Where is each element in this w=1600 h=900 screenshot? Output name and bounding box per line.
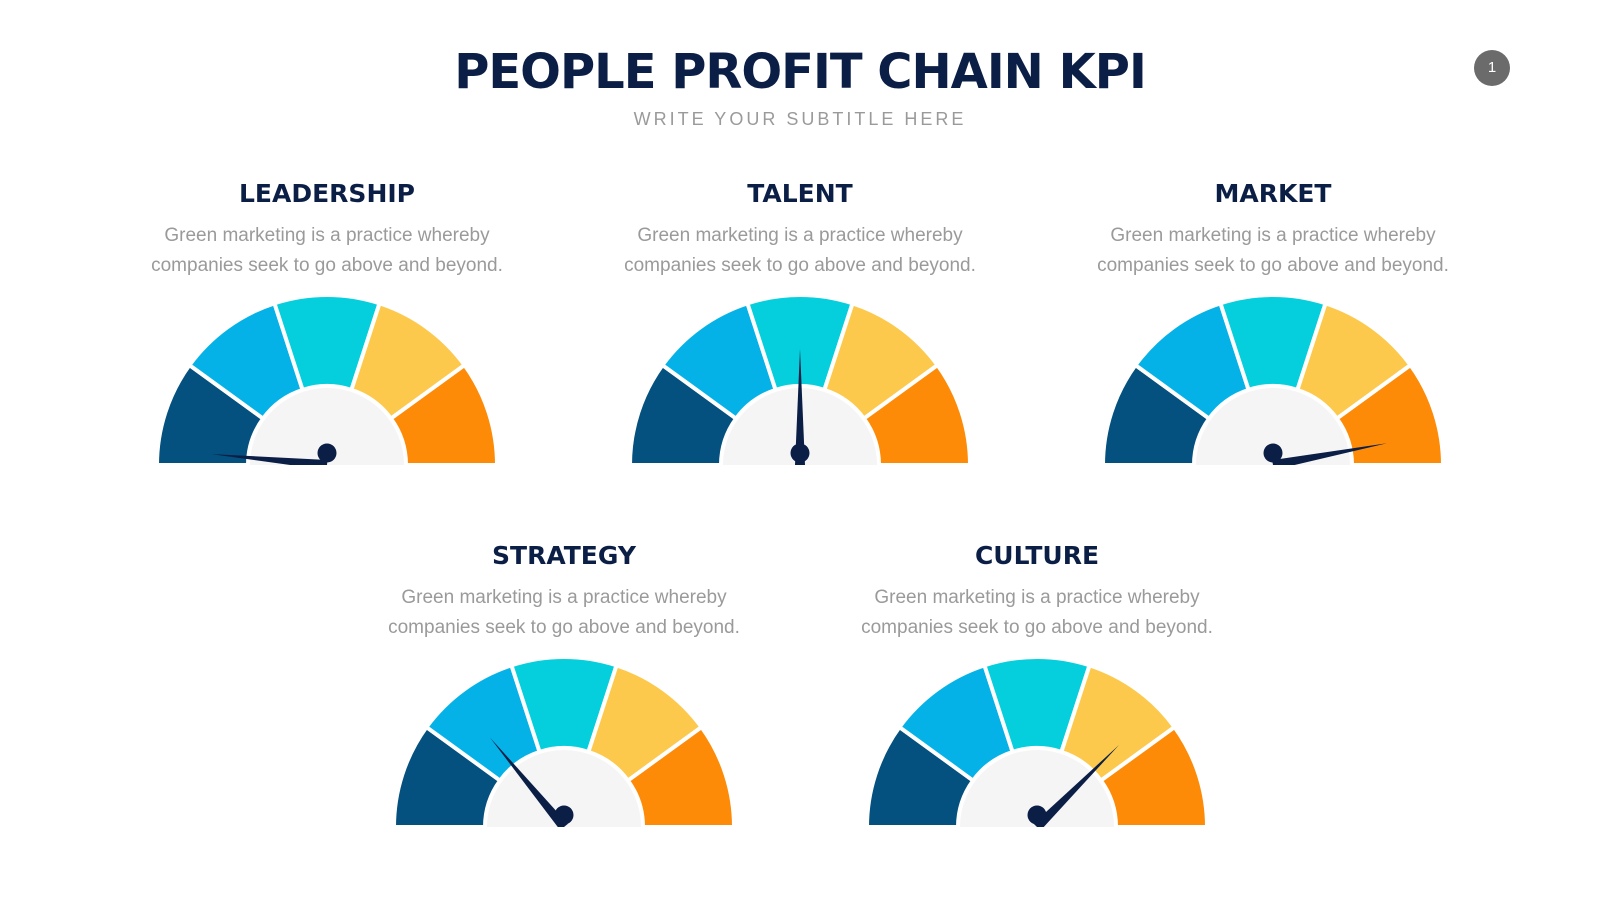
kpi-description: Green marketing is a practice whereby co… — [364, 583, 764, 643]
gauge-baseline — [127, 465, 527, 471]
kpi-description: Green marketing is a practice whereby co… — [127, 221, 527, 281]
gauge-needle-pivot — [317, 443, 337, 463]
gauge-needle-pivot — [790, 443, 810, 463]
gauge — [600, 293, 1000, 471]
kpi-description-line: Green marketing is a practice whereby — [164, 225, 490, 246]
kpi-description: Green marketing is a practice whereby co… — [1073, 221, 1473, 281]
kpi-title: LEADERSHIP — [239, 179, 415, 208]
kpi-card-strategy: STRATEGY Green marketing is a practice w… — [364, 538, 764, 878]
kpi-title: MARKET — [1214, 179, 1332, 208]
gauge-hub — [1196, 388, 1350, 465]
gauge-segment — [861, 362, 973, 467]
gauge-segment — [625, 724, 737, 829]
kpi-description: Green marketing is a practice whereby co… — [837, 583, 1237, 643]
page-number-badge: 1 — [1474, 50, 1510, 86]
kpi-card-market: MARKET Green marketing is a practice whe… — [1073, 176, 1473, 516]
gauge-segment — [1098, 724, 1210, 829]
kpi-description-line: companies seek to go above and beyond. — [1097, 255, 1449, 276]
gauge-segment — [1334, 362, 1446, 467]
gauge-needle-pivot — [1263, 443, 1283, 463]
kpi-description-line: Green marketing is a practice whereby — [1110, 225, 1436, 246]
kpi-title: STRATEGY — [492, 541, 636, 570]
page-title: PEOPLE PROFIT CHAIN KPI — [454, 44, 1147, 100]
kpi-description-line: companies seek to go above and beyond. — [624, 255, 976, 276]
gauge-needle — [1033, 744, 1120, 831]
kpi-title: CULTURE — [974, 541, 1100, 570]
kpi-description-line: Green marketing is a practice whereby — [637, 225, 963, 246]
gauge-segment — [388, 362, 500, 467]
gauge-baseline — [600, 465, 1000, 471]
gauge-hub — [960, 750, 1114, 827]
kpi-card-culture: CULTURE Green marketing is a practice wh… — [837, 538, 1237, 878]
kpi-description-line: companies seek to go above and beyond. — [151, 255, 503, 276]
gauge-baseline — [1073, 465, 1473, 471]
gauge-needle — [795, 349, 805, 465]
gauge-needle-pivot — [554, 805, 574, 825]
kpi-description-line: companies seek to go above and beyond. — [861, 617, 1213, 638]
kpi-title: TALENT — [747, 179, 853, 208]
gauge — [1073, 293, 1473, 471]
kpi-card-leadership: LEADERSHIP Green marketing is a practice… — [127, 176, 527, 516]
gauge-hub — [487, 750, 641, 827]
kpi-card-talent: TALENT Green marketing is a practice whe… — [600, 176, 1000, 516]
gauge-baseline — [837, 827, 1237, 833]
gauge-hub — [250, 388, 404, 465]
gauge-baseline — [364, 827, 764, 833]
kpi-description-line: Green marketing is a practice whereby — [874, 587, 1200, 608]
gauge — [837, 655, 1237, 833]
kpi-description: Green marketing is a practice whereby co… — [600, 221, 1000, 281]
gauge — [127, 293, 527, 471]
kpi-description-line: companies seek to go above and beyond. — [388, 617, 740, 638]
kpi-description-line: Green marketing is a practice whereby — [401, 587, 727, 608]
page-subtitle: WRITE YOUR SUBTITLE HERE — [633, 109, 967, 129]
gauge — [364, 655, 764, 833]
gauge-needle-pivot — [1027, 805, 1047, 825]
gauge-needle — [490, 737, 568, 831]
gauge-needle — [1272, 443, 1387, 470]
